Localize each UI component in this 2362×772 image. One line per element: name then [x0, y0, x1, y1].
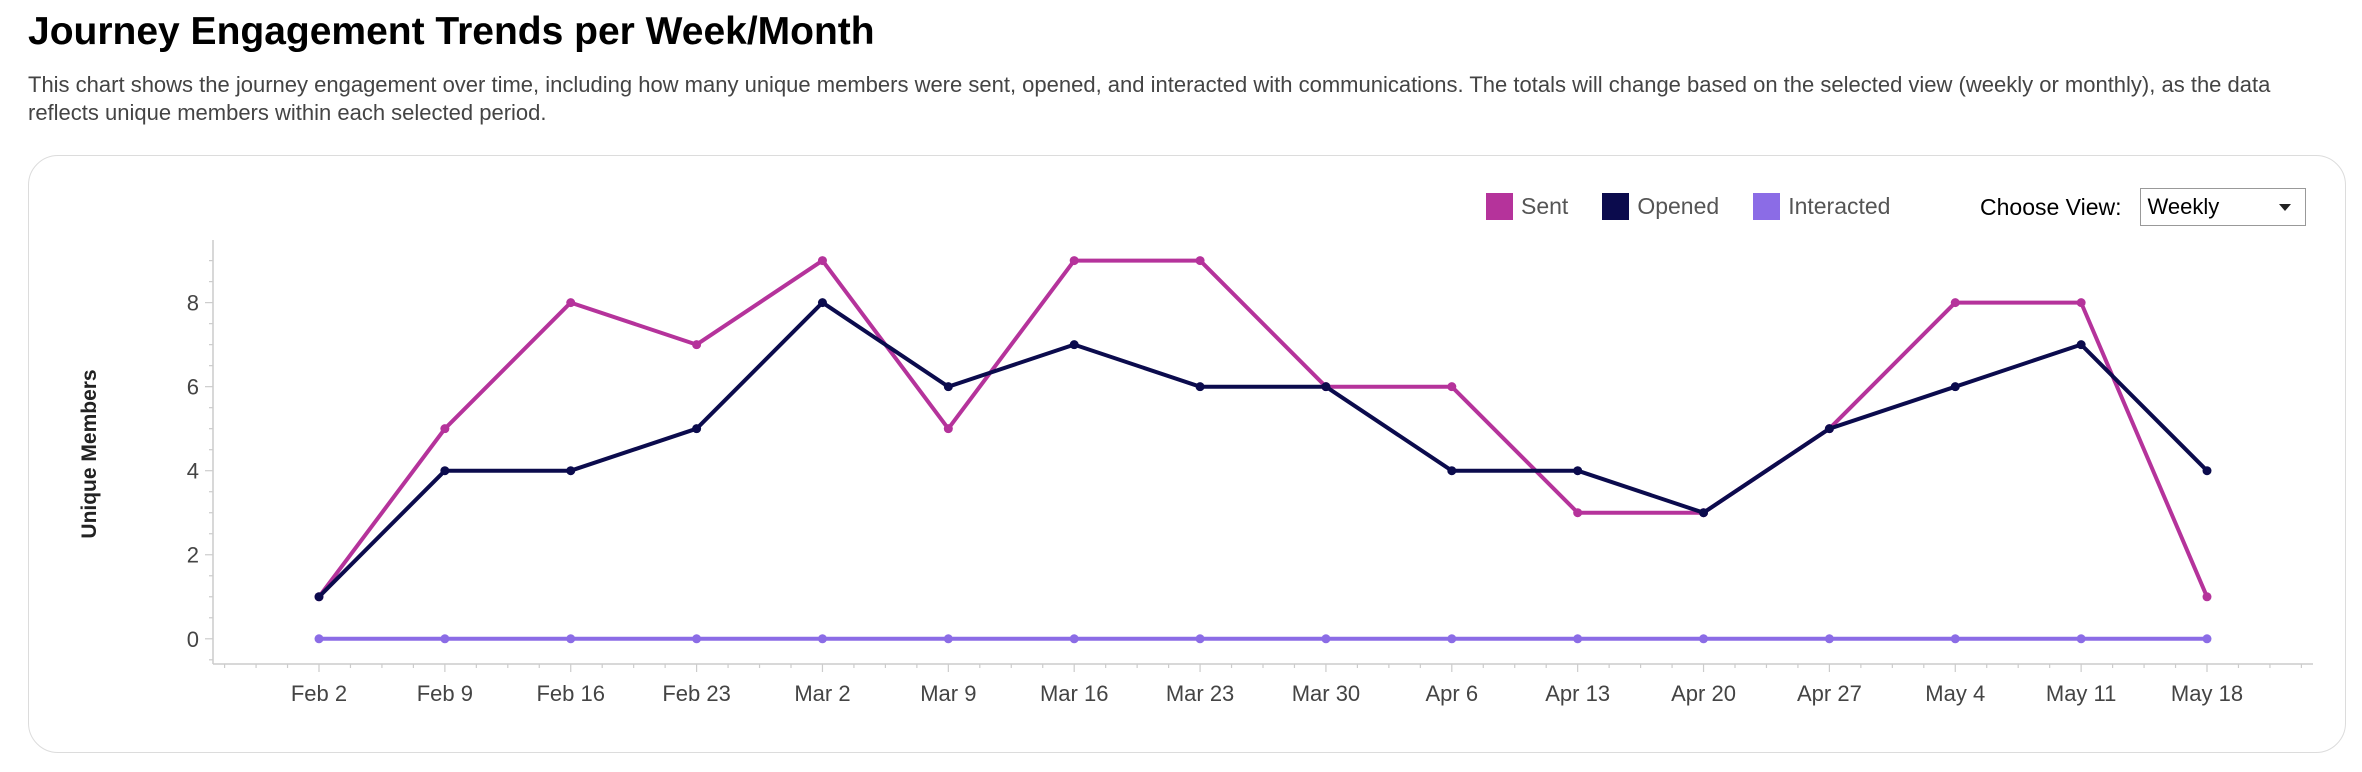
legend-swatch-opened — [1602, 193, 1630, 220]
legend-label-sent: Sent — [1521, 193, 1569, 219]
series-line-sent — [317, 258, 2209, 599]
x-tick-label: May 11 — [2046, 681, 2117, 706]
data-point-opened — [1699, 508, 1709, 518]
legend-label-interacted: Interacted — [1788, 193, 1891, 219]
data-point-opened — [817, 298, 827, 308]
legend-swatch-interacted — [1753, 193, 1781, 220]
data-point-opened — [692, 424, 702, 434]
data-point-opened — [2202, 466, 2212, 476]
y-axis-title: Unique Members — [78, 369, 101, 538]
x-tick-label: Mar 9 — [920, 681, 976, 706]
y-tick-label: 2 — [187, 543, 199, 568]
data-point-sent — [692, 340, 702, 350]
data-point-opened — [566, 466, 576, 476]
data-point-sent — [2076, 298, 2086, 308]
data-point-interacted — [1447, 634, 1457, 644]
data-point-sent — [1195, 256, 1205, 266]
legend-label-opened: Opened — [1637, 193, 1720, 219]
y-tick-label: 6 — [187, 375, 199, 400]
data-point-opened — [1069, 340, 1079, 350]
data-point-sent — [440, 424, 450, 434]
x-tick-label: May 4 — [1925, 681, 1985, 706]
view-select[interactable]: Weekly — [2139, 188, 2306, 226]
data-point-sent — [1069, 256, 1079, 266]
data-point-opened — [314, 592, 324, 602]
data-point-interacted — [1321, 634, 1331, 644]
y-tick-label: 0 — [187, 627, 199, 652]
data-point-interacted — [1573, 634, 1583, 644]
page-title: Journey Engagement Trends per Week/Month — [28, 10, 875, 53]
series-line-opened — [317, 300, 2209, 599]
x-tick-label: Mar 30 — [1292, 681, 1360, 706]
chart-legend: Sent Opened Interacted — [1486, 193, 1924, 220]
data-point-sent — [943, 424, 953, 434]
data-point-sent — [817, 256, 827, 266]
x-tick-label: May 18 — [2171, 681, 2243, 706]
data-point-sent — [1950, 298, 1960, 308]
x-tick-label: Feb 16 — [536, 681, 605, 706]
data-point-sent — [1447, 382, 1457, 392]
data-point-opened — [1321, 382, 1331, 392]
x-tick-label: Apr 13 — [1545, 681, 1610, 706]
data-point-opened — [1195, 382, 1205, 392]
x-tick-label: Apr 6 — [1426, 681, 1479, 706]
data-point-interacted — [943, 634, 953, 644]
x-tick-label: Mar 16 — [1040, 681, 1108, 706]
data-point-opened — [1950, 382, 1960, 392]
chart-description: This chart shows the journey engagement … — [28, 72, 2271, 125]
data-point-opened — [2076, 340, 2086, 350]
data-point-interacted — [1824, 634, 1834, 644]
data-point-opened — [1447, 466, 1457, 476]
view-select-value: Weekly — [2147, 194, 2220, 219]
data-point-interacted — [1699, 634, 1709, 644]
x-tick-label: Feb 2 — [291, 681, 347, 706]
data-point-sent — [566, 298, 576, 308]
legend-item-interacted[interactable]: Interacted — [1753, 193, 1890, 220]
data-point-interacted — [1950, 634, 1960, 644]
view-selector: Choose View: Weekly — [1980, 188, 2306, 226]
y-tick-label: 4 — [187, 459, 199, 484]
legend-swatch-sent — [1486, 193, 1513, 220]
data-point-interacted — [1069, 634, 1079, 644]
data-point-interacted — [314, 634, 324, 644]
data-point-interacted — [817, 634, 827, 644]
x-tick-label: Apr 27 — [1797, 681, 1862, 706]
data-point-opened — [440, 466, 450, 476]
data-point-interacted — [1195, 634, 1205, 644]
y-tick-label: 8 — [187, 291, 199, 316]
data-point-interacted — [692, 634, 702, 644]
view-label: Choose View: — [1980, 193, 2122, 220]
chevron-down-icon — [2278, 204, 2291, 211]
legend-item-sent[interactable]: Sent — [1486, 193, 1568, 220]
data-point-opened — [943, 382, 953, 392]
data-point-opened — [1824, 424, 1834, 434]
x-tick-label: Apr 20 — [1671, 681, 1736, 706]
data-point-sent — [1573, 508, 1583, 518]
legend-item-opened[interactable]: Opened — [1602, 193, 1719, 220]
data-point-interacted — [2076, 634, 2086, 644]
data-point-opened — [1573, 466, 1583, 476]
x-tick-label: Feb 9 — [417, 681, 473, 706]
data-point-interacted — [440, 634, 450, 644]
chart-card — [28, 155, 2346, 753]
x-tick-label: Mar 23 — [1166, 681, 1234, 706]
x-tick-label: Feb 23 — [662, 681, 731, 706]
x-tick-label: Mar 2 — [794, 681, 850, 706]
data-point-interacted — [2202, 634, 2212, 644]
data-point-sent — [2202, 592, 2212, 602]
data-point-interacted — [566, 634, 576, 644]
